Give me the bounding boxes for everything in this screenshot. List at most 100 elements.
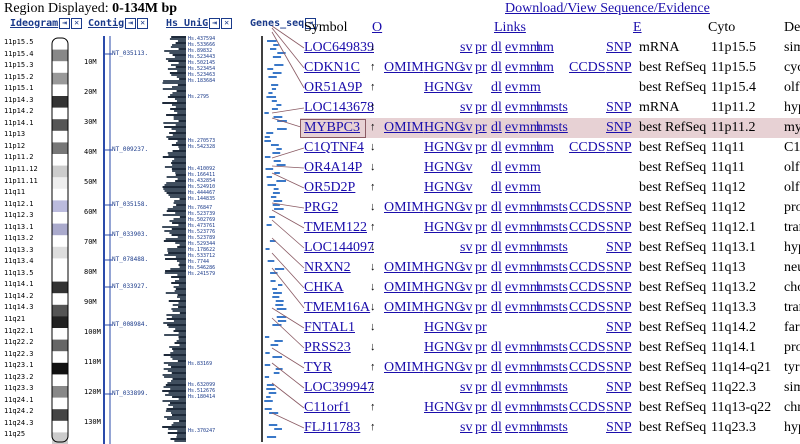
ccds-link[interactable]: CCDS: [569, 280, 606, 295]
link-mm[interactable]: mm: [519, 120, 541, 135]
gene-symbol-link[interactable]: OR4A14P: [304, 160, 363, 175]
link-ev[interactable]: ev: [505, 220, 519, 235]
link-mm[interactable]: mm: [519, 360, 541, 375]
contig-label[interactable]: NT_035158.: [112, 201, 149, 208]
link-sts[interactable]: sts: [553, 420, 568, 435]
hgnc-link[interactable]: HGNC: [424, 300, 464, 315]
snp-link[interactable]: SNP: [606, 200, 632, 215]
ideogram-move-icon[interactable]: ⇥: [59, 18, 71, 29]
link-ev[interactable]: ev: [505, 140, 519, 155]
link-mm[interactable]: mm: [519, 400, 541, 415]
link-pr[interactable]: pr: [475, 340, 487, 355]
link-dl[interactable]: dl: [491, 400, 502, 415]
contig-label[interactable]: NT_078488.: [112, 256, 149, 263]
link-hm[interactable]: hm: [536, 260, 554, 275]
unigene-cluster-label[interactable]: Hs.370247: [188, 428, 216, 434]
hgnc-link[interactable]: HGNC: [424, 160, 464, 175]
link-mm[interactable]: mm: [519, 220, 541, 235]
gene-symbol-link[interactable]: NRXN2: [304, 260, 351, 275]
link-sv[interactable]: sv: [460, 80, 473, 95]
link-hm[interactable]: hm: [536, 400, 554, 415]
link-dl[interactable]: dl: [491, 380, 502, 395]
gene-symbol-link[interactable]: C1QTNF4: [304, 140, 364, 155]
link-hm[interactable]: hm: [536, 420, 554, 435]
link-ev[interactable]: ev: [505, 180, 519, 195]
ideogram-close-icon[interactable]: ✕: [71, 18, 83, 29]
hgnc-link[interactable]: HGNC: [424, 80, 464, 95]
link-sv[interactable]: sv: [460, 380, 473, 395]
link-hm[interactable]: hm: [536, 220, 554, 235]
omim-link[interactable]: OMIM: [384, 280, 424, 295]
ccds-link[interactable]: CCDS: [569, 140, 606, 155]
link-sv[interactable]: sv: [460, 180, 473, 195]
link-ev[interactable]: ev: [505, 240, 519, 255]
unigene-cluster-label[interactable]: Hs.76847 Hs.523739 Hs.502769 Hs.473761 H…: [188, 205, 216, 277]
link-ev[interactable]: ev: [505, 360, 519, 375]
snp-link[interactable]: SNP: [606, 280, 632, 295]
link-sv[interactable]: sv: [460, 340, 473, 355]
link-sts[interactable]: sts: [553, 240, 568, 255]
snp-link[interactable]: SNP: [606, 40, 632, 55]
snp-link[interactable]: SNP: [606, 220, 632, 235]
link-sv[interactable]: sv: [460, 420, 473, 435]
link-pr[interactable]: pr: [475, 420, 487, 435]
link-mm[interactable]: mm: [519, 300, 541, 315]
genes-seq-title[interactable]: Genes_seq: [250, 18, 305, 29]
link-ev[interactable]: ev: [505, 380, 519, 395]
snp-link[interactable]: SNP: [606, 140, 632, 155]
gene-symbol-link[interactable]: LOC649839: [304, 40, 374, 55]
link-sts[interactable]: sts: [553, 360, 568, 375]
link-sv[interactable]: sv: [460, 100, 473, 115]
snp-link[interactable]: SNP: [606, 400, 632, 415]
gene-symbol-link[interactable]: TMEM122: [304, 220, 367, 235]
ccds-link[interactable]: CCDS: [569, 220, 606, 235]
unigene-move-icon[interactable]: ⇥: [209, 18, 221, 29]
link-hm[interactable]: hm: [536, 360, 554, 375]
link-sv[interactable]: sv: [460, 260, 473, 275]
link-pr[interactable]: pr: [475, 140, 487, 155]
link-hm[interactable]: hm: [536, 300, 554, 315]
link-pr[interactable]: pr: [475, 400, 487, 415]
contig-label[interactable]: NT_009237.: [112, 146, 149, 153]
hgnc-link[interactable]: HGNC: [424, 360, 464, 375]
link-hm[interactable]: hm: [536, 240, 554, 255]
link-mm[interactable]: mm: [519, 60, 541, 75]
ccds-link[interactable]: CCDS: [569, 260, 606, 275]
link-pr[interactable]: pr: [475, 320, 487, 335]
link-sts[interactable]: sts: [553, 380, 568, 395]
gene-symbol-link[interactable]: CHKA: [304, 280, 344, 295]
link-pr[interactable]: pr: [475, 220, 487, 235]
link-sts[interactable]: sts: [553, 300, 568, 315]
link-sv[interactable]: sv: [460, 120, 473, 135]
omim-link[interactable]: OMIM: [384, 60, 424, 75]
contig-label[interactable]: NT_033899.: [112, 390, 149, 397]
ccds-link[interactable]: CCDS: [569, 200, 606, 215]
hgnc-link[interactable]: HGNC: [424, 260, 464, 275]
col-header-e[interactable]: E: [633, 20, 642, 35]
link-ev[interactable]: ev: [505, 40, 519, 55]
hgnc-link[interactable]: HGNC: [424, 340, 464, 355]
link-sts[interactable]: sts: [553, 200, 568, 215]
link-mm[interactable]: mm: [519, 380, 541, 395]
unigene-title[interactable]: Hs UniG: [166, 18, 209, 29]
omim-link[interactable]: OMIM: [384, 360, 424, 375]
link-sts[interactable]: sts: [553, 260, 568, 275]
chromosome-ideogram[interactable]: [48, 36, 78, 444]
link-ev[interactable]: ev: [505, 280, 519, 295]
link-mm[interactable]: mm: [519, 40, 541, 55]
gene-symbol-link[interactable]: CDKN1C: [304, 60, 361, 75]
link-ev[interactable]: ev: [505, 160, 519, 175]
hgnc-link[interactable]: HGNC: [424, 120, 464, 135]
link-sts[interactable]: sts: [553, 280, 568, 295]
link-sts[interactable]: sts: [553, 220, 568, 235]
snp-link[interactable]: SNP: [606, 260, 632, 275]
link-sv[interactable]: sv: [460, 40, 473, 55]
link-mm[interactable]: mm: [519, 140, 541, 155]
link-mm[interactable]: mm: [519, 340, 541, 355]
link-ev[interactable]: ev: [505, 60, 519, 75]
contig-label[interactable]: NT_033927.: [112, 283, 149, 290]
link-mm[interactable]: mm: [519, 160, 541, 175]
gene-symbol-link[interactable]: TMEM16A: [304, 300, 371, 315]
link-ev[interactable]: ev: [505, 400, 519, 415]
gene-symbol-link[interactable]: FNTAL1: [304, 320, 355, 335]
